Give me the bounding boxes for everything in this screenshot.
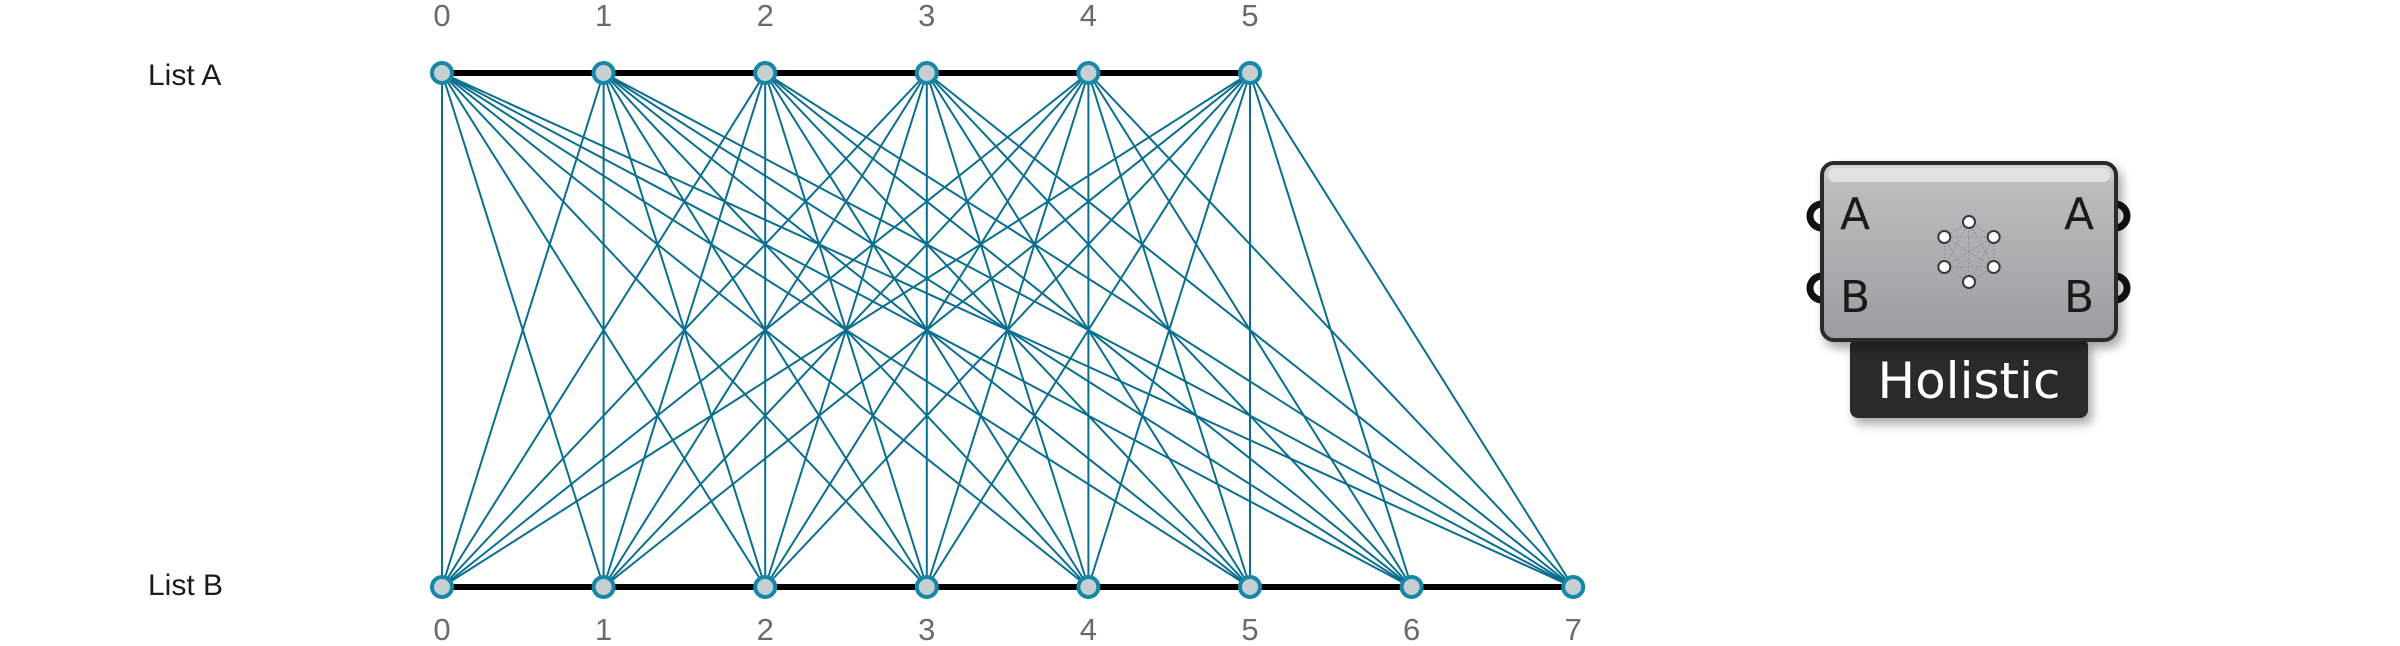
output-a-label: A	[2064, 189, 2094, 240]
list-b-index-labels: 0 1 2 3 4 5 6 7	[433, 612, 1581, 646]
list-a-node-2	[753, 61, 778, 85]
list-a-label: List A	[148, 59, 221, 92]
list-b-index-2: 2	[757, 612, 774, 646]
list-b-index-6: 6	[1403, 612, 1420, 646]
connection-line-a3-b0	[441, 72, 928, 588]
list-a-node-1	[591, 61, 616, 85]
connection-line-a5-b0	[441, 72, 1251, 588]
list-a-node-5	[1238, 61, 1262, 85]
list-b-index-1: 1	[595, 612, 612, 646]
list-b-index-0: 0	[433, 612, 450, 646]
input-grip-a[interactable]	[1806, 200, 1823, 232]
connection-line-a1-b0	[441, 72, 605, 588]
list-b-index-7: 7	[1565, 612, 1582, 646]
connection-line-a5-b1	[602, 72, 1251, 588]
icon-mesh-line	[1968, 236, 1995, 283]
holistic-component[interactable]: Holistic A B A B	[1806, 161, 2131, 418]
list-a-index-3: 3	[918, 0, 935, 33]
component-highlight	[1828, 168, 2110, 182]
icon-node-3	[1962, 275, 1976, 289]
list-b-node-5	[1238, 575, 1262, 599]
holistic-icon	[1937, 215, 2001, 289]
output-grip-b[interactable]	[2114, 272, 2131, 304]
list-a-index-labels: 0 1 2 3 4 5	[433, 0, 1258, 33]
list-b-node-0	[430, 575, 454, 599]
connection-line-a5-b3	[925, 72, 1251, 588]
connection-line-a5-b7	[1249, 72, 1575, 588]
list-b-index-3: 3	[918, 612, 935, 646]
connection-line-a5-b4	[1087, 72, 1251, 588]
connection-line-a4-b0	[441, 72, 1090, 588]
list-b-node-1	[591, 575, 616, 599]
list-b-index-4: 4	[1080, 612, 1097, 646]
input-grip-b[interactable]	[1806, 272, 1823, 304]
component-name-tab	[1850, 338, 2088, 418]
icon-mesh-line	[1943, 221, 1970, 268]
input-b-label: B	[1840, 272, 1870, 323]
icon-node-4	[1937, 260, 1952, 274]
list-b-node-2	[753, 575, 778, 599]
connection-line-a5-b2	[764, 72, 1251, 588]
connection-line-a2-b0	[441, 72, 767, 588]
list-a-index-5: 5	[1241, 0, 1258, 33]
list-b-index-5: 5	[1241, 612, 1258, 646]
list-b-label: List B	[148, 569, 223, 602]
list-a-index-4: 4	[1080, 0, 1097, 33]
icon-mesh-line	[1968, 221, 1995, 268]
list-a-index-1: 1	[595, 0, 612, 33]
icon-node-5	[1937, 230, 1952, 244]
connection-line-a5-b6	[1249, 72, 1413, 588]
list-a-node-4	[1076, 61, 1101, 85]
icon-node-0	[1962, 215, 1976, 229]
list-rails	[442, 70, 1574, 590]
list-a-node-0	[430, 61, 454, 85]
icon-node-2	[1986, 260, 2001, 274]
icon-node-1	[1986, 230, 2001, 244]
list-a-index-2: 2	[757, 0, 774, 33]
component-name: Holistic	[1877, 352, 2060, 410]
list-b-nodes	[430, 575, 1586, 599]
list-b-node-3	[914, 575, 939, 599]
icon-mesh-line	[1943, 236, 1970, 283]
connection-lines	[441, 72, 1575, 588]
list-b-node-6	[1399, 575, 1424, 599]
list-a-nodes	[430, 61, 1262, 85]
output-grip-a[interactable]	[2114, 200, 2131, 232]
list-a-index-0: 0	[433, 0, 450, 33]
input-a-label: A	[1840, 189, 1870, 240]
list-a-node-3	[914, 61, 939, 85]
output-b-label: B	[2064, 272, 2094, 323]
icon-mesh-line	[1944, 236, 1994, 268]
list-b-node-7	[1561, 575, 1586, 599]
list-b-node-4	[1076, 575, 1101, 599]
